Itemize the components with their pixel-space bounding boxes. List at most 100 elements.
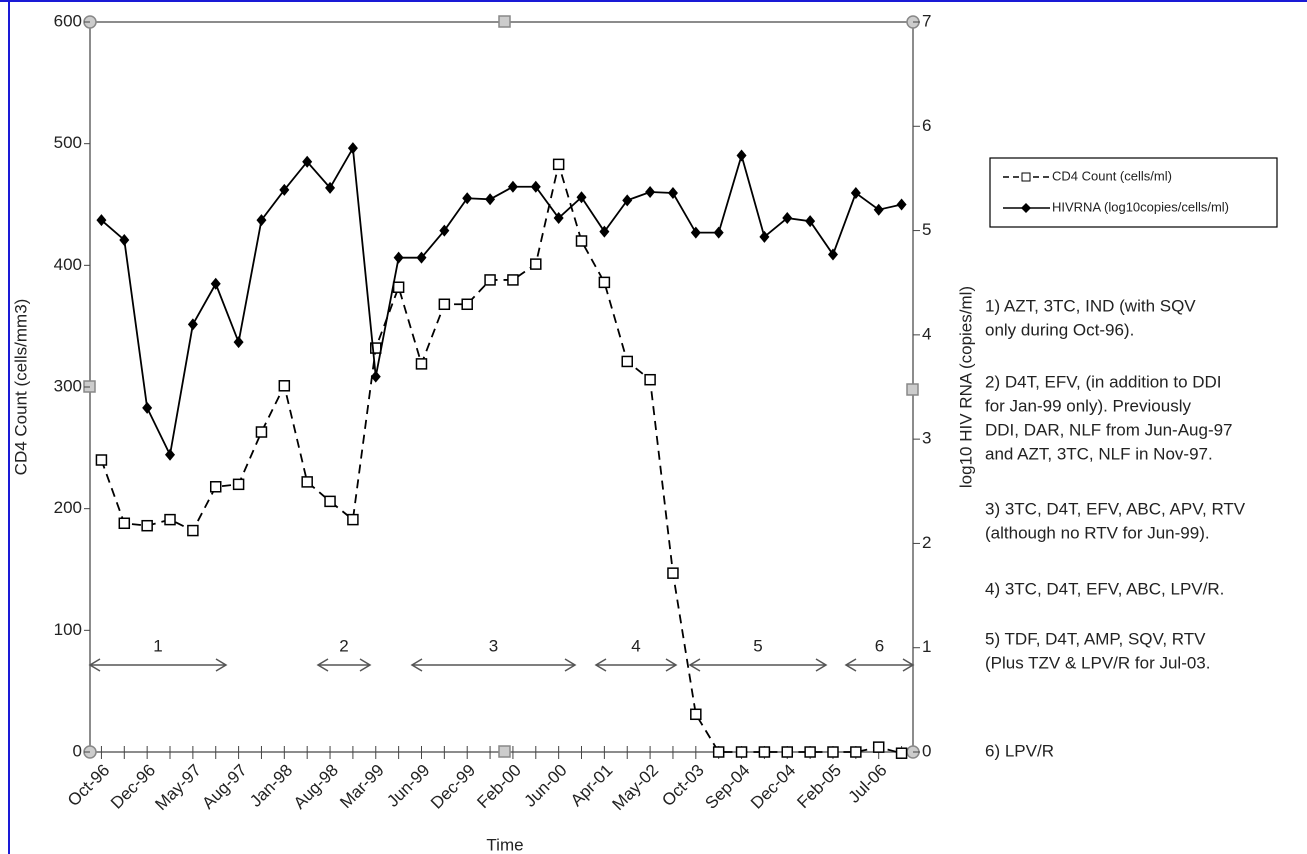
treatment-note: 4) 3TC, D4T, EFV, ABC, LPV/R. <box>985 579 1224 598</box>
y2-axis-label: log10 HIV RNA (copies/ml) <box>956 286 975 488</box>
handle <box>498 745 511 758</box>
treatment-note: DDI, DAR, NLF from Jun-Aug-97 <box>985 420 1233 439</box>
treatment-note: 5) TDF, D4T, AMP, SQV, RTV <box>985 629 1206 648</box>
data-point <box>827 746 839 758</box>
y2-tick-label: 0 <box>922 741 931 760</box>
data-point <box>895 747 908 759</box>
data-point <box>553 212 564 225</box>
arrow-head <box>410 658 423 672</box>
data-point <box>96 214 107 227</box>
data-point <box>736 149 747 162</box>
handles <box>83 15 920 759</box>
arrow-head <box>902 658 915 672</box>
data-point <box>324 495 336 508</box>
x-tick-label: Dec-04 <box>747 761 799 813</box>
treatment-note: 6) LPV/R <box>985 741 1054 760</box>
data-point <box>873 203 884 216</box>
data-point <box>622 194 633 207</box>
data-point <box>872 741 885 753</box>
data-point <box>325 181 336 194</box>
data-point <box>438 298 451 311</box>
series-line <box>100 145 902 458</box>
x-tick-label: Feb-05 <box>793 761 845 813</box>
data-point <box>232 478 245 491</box>
data-point <box>507 274 519 286</box>
x-tick-label: Mar-99 <box>336 761 388 813</box>
data-point <box>598 276 611 289</box>
legend-box <box>989 157 1278 228</box>
data-point <box>279 183 290 196</box>
data-point <box>95 454 108 466</box>
treatment-note: and AZT, 3TC, NLF in Nov-97. <box>985 444 1213 463</box>
data-point <box>142 401 153 414</box>
data-point <box>462 192 473 205</box>
data-point <box>484 274 496 286</box>
arrow-head <box>88 658 101 672</box>
x-tick-label: Oct-03 <box>658 761 708 811</box>
x-tick-label: Jun-00 <box>520 761 570 811</box>
data-point <box>712 746 725 758</box>
y2-tick-label: 3 <box>922 429 931 448</box>
x-tick-label: Aug-97 <box>198 761 250 813</box>
data-point <box>530 258 542 270</box>
handle <box>498 15 511 28</box>
data-point <box>805 215 816 228</box>
y2-tick-label: 5 <box>922 220 931 239</box>
y2-tick-label: 7 <box>922 11 931 30</box>
data-point <box>392 281 405 293</box>
data-point <box>804 746 816 758</box>
y2-tick-label: 4 <box>922 324 931 343</box>
x-tick-label: Oct-96 <box>64 761 114 811</box>
data-point <box>301 476 313 488</box>
arrow-head <box>594 658 607 672</box>
data-point <box>416 251 427 264</box>
data-point <box>644 373 656 386</box>
x-axis-label: Time <box>486 835 523 854</box>
data-point <box>645 185 656 198</box>
data-point <box>575 235 588 247</box>
y-tick-label: 100 <box>54 620 82 639</box>
legend-marker <box>1021 172 1031 182</box>
arrow-head <box>815 658 828 672</box>
data-point <box>210 277 221 290</box>
data-point <box>827 248 838 261</box>
treatment-note: 1) AZT, 3TC, IND (with SQV <box>985 296 1196 315</box>
data-point <box>735 746 748 758</box>
data-point <box>530 180 541 193</box>
phase-label: 6 <box>875 636 884 655</box>
plot-frame <box>89 21 914 753</box>
data-point <box>393 251 404 264</box>
data-point <box>415 358 428 370</box>
phase-label: 3 <box>489 636 498 655</box>
y2-tick-label: 1 <box>922 637 931 656</box>
legend-label: HIVRNA (log10copies/cells/ml) <box>1052 199 1229 214</box>
data-point <box>667 187 678 200</box>
arrow-head <box>844 658 857 672</box>
y2-tick-label: 6 <box>922 116 931 135</box>
x-tick-label: Dec-96 <box>107 761 159 813</box>
data-point <box>119 233 130 246</box>
handle <box>906 383 919 396</box>
x-tick-label: Aug-98 <box>290 761 342 813</box>
arrow-head <box>564 658 577 672</box>
y-tick-label: 200 <box>54 498 82 517</box>
treatment-note: (Plus TZV & LPV/R for Jul-03. <box>985 653 1210 672</box>
data-point <box>667 567 679 579</box>
data-point <box>347 513 359 526</box>
arrow-head <box>316 658 329 672</box>
x-tick-label: Jan-98 <box>246 761 296 811</box>
x-tick-label: Dec-99 <box>427 761 479 813</box>
data-point <box>164 513 176 526</box>
y-tick-label: 0 <box>73 741 82 760</box>
arrow-head <box>665 658 678 672</box>
x-tick-label: May-02 <box>609 761 663 815</box>
data-point <box>118 517 131 530</box>
data-point <box>233 336 244 349</box>
arrow-head <box>359 658 372 672</box>
data-point <box>896 198 907 211</box>
data-point <box>278 380 291 392</box>
data-point <box>256 214 267 227</box>
data-point <box>302 155 313 168</box>
data-point <box>461 298 473 311</box>
